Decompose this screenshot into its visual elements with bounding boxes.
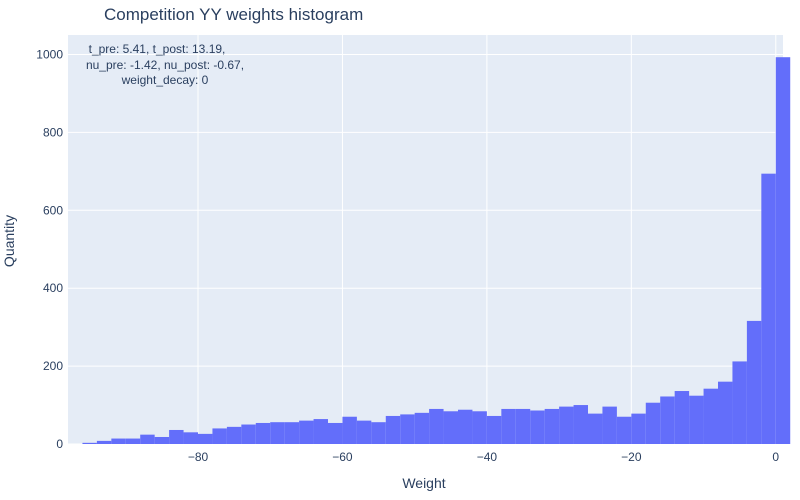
histogram-bar[interactable]: [472, 411, 487, 444]
y-axis-ticks: 0 200 400 600 800 1000: [36, 47, 63, 451]
histogram-bar[interactable]: [96, 440, 112, 444]
histogram-bar[interactable]: [458, 409, 473, 444]
histogram-bar[interactable]: [429, 408, 444, 444]
histogram-bar[interactable]: [111, 438, 126, 444]
histogram-bar[interactable]: [660, 396, 675, 444]
histogram-bar[interactable]: [82, 442, 97, 444]
histogram-bar[interactable]: [255, 422, 271, 444]
histogram-bar[interactable]: [212, 428, 227, 444]
histogram-bar[interactable]: [544, 408, 560, 444]
plot-background: [68, 35, 783, 444]
x-axis-ticks: −80 −60 −40 −20 0: [188, 450, 780, 464]
y-tick-label: 0: [56, 437, 63, 451]
y-tick-label: 400: [43, 281, 63, 295]
annotation-line-2: nu_pre: -1.42, nu_post: -0.67,: [86, 58, 244, 72]
histogram-bar[interactable]: [385, 415, 401, 444]
histogram-bar[interactable]: [718, 381, 733, 444]
histogram-bar[interactable]: [169, 429, 184, 444]
x-tick-label: −80: [188, 450, 209, 464]
histogram-bar[interactable]: [602, 406, 617, 444]
histogram-bar[interactable]: [732, 361, 747, 444]
histogram-bar[interactable]: [226, 426, 242, 444]
histogram-bar[interactable]: [284, 422, 300, 444]
x-tick-label: 0: [772, 450, 779, 464]
histogram-bar[interactable]: [414, 412, 430, 444]
stats-annotation: t_pre: 5.41, t_post: 13.19, nu_pre: -1.4…: [86, 42, 244, 87]
histogram-bar[interactable]: [530, 410, 545, 444]
histogram-bar[interactable]: [689, 395, 704, 444]
annotation-line-1: t_pre: 5.41, t_post: 13.19,: [89, 42, 226, 56]
histogram-bar[interactable]: [573, 405, 588, 444]
histogram-bar[interactable]: [486, 415, 502, 444]
histogram-bar[interactable]: [674, 391, 690, 444]
histogram-bar[interactable]: [154, 436, 170, 444]
y-tick-label: 200: [43, 359, 63, 373]
histogram-bar[interactable]: [328, 422, 343, 444]
annotation-line-3: weight_decay: 0: [121, 73, 209, 87]
histogram-bar[interactable]: [761, 173, 776, 444]
x-tick-label: −60: [332, 450, 353, 464]
histogram-bars: [82, 57, 791, 445]
histogram-bar[interactable]: [746, 320, 762, 444]
histogram-bar[interactable]: [645, 402, 661, 444]
y-tick-label: 1000: [36, 47, 63, 61]
histogram-bar[interactable]: [342, 416, 357, 444]
histogram-bar[interactable]: [356, 420, 372, 444]
histogram-bar[interactable]: [616, 416, 632, 444]
histogram-bar[interactable]: [559, 406, 574, 444]
histogram-bar[interactable]: [588, 413, 603, 444]
histogram-bar[interactable]: [270, 422, 285, 444]
histogram-bar[interactable]: [515, 408, 531, 444]
x-tick-label: −20: [621, 450, 642, 464]
chart-title: Competition YY weights histogram: [104, 5, 363, 24]
histogram-bar[interactable]: [443, 411, 458, 444]
histogram-bar[interactable]: [198, 433, 213, 444]
y-axis-title: Quantity: [1, 215, 17, 267]
histogram-bar[interactable]: [631, 413, 646, 444]
histogram-bar[interactable]: [501, 408, 516, 444]
histogram-bar[interactable]: [299, 420, 314, 444]
histogram-bar[interactable]: [140, 434, 155, 444]
y-tick-label: 800: [43, 125, 63, 139]
histogram-bar[interactable]: [313, 419, 328, 444]
histogram-bar[interactable]: [371, 422, 386, 444]
histogram-bar[interactable]: [400, 414, 415, 444]
histogram-bar[interactable]: [241, 424, 256, 444]
histogram-bar[interactable]: [703, 388, 718, 444]
histogram-bar[interactable]: [775, 57, 791, 445]
histogram-bar[interactable]: [183, 432, 198, 444]
histogram-bar[interactable]: [125, 438, 141, 444]
x-axis-title: Weight: [402, 475, 445, 491]
y-tick-label: 600: [43, 203, 63, 217]
x-tick-label: −40: [477, 450, 498, 464]
